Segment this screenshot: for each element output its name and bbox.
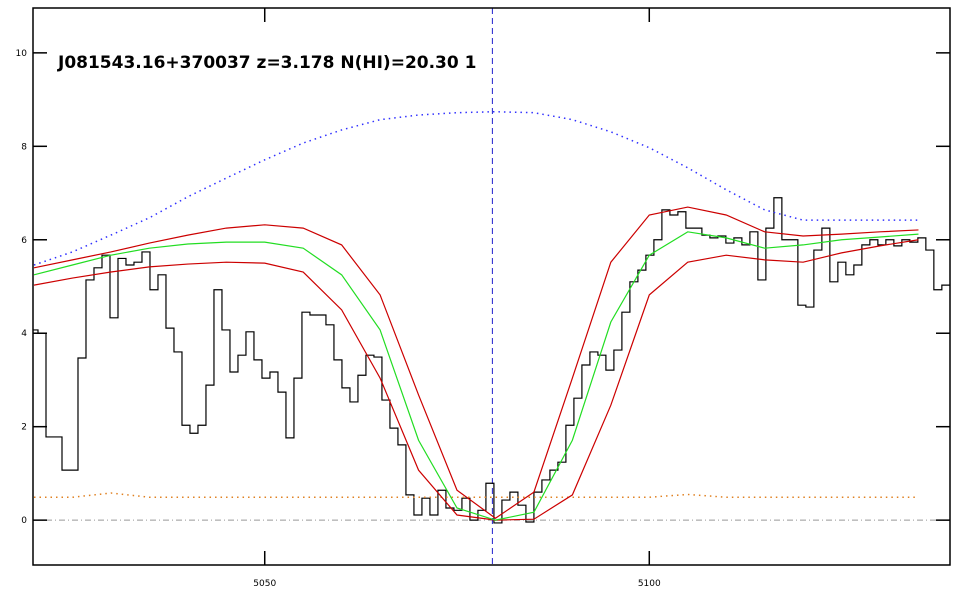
y-tick-label: 10	[16, 49, 28, 59]
series-fit	[33, 231, 919, 521]
plot-area	[33, 8, 950, 565]
y-tick-label: 0	[21, 516, 27, 526]
annotation: J081543.16+370037 z=3.178 N(HI)=20.30 1	[57, 53, 476, 73]
series-fit-upper	[33, 206, 919, 520]
y-tick-label: 8	[21, 142, 27, 152]
series-error	[34, 492, 919, 498]
series-flux	[33, 197, 950, 524]
plot-frame	[32, 7, 951, 566]
y-tick-label: 6	[21, 236, 27, 246]
y-tick-label: 4	[21, 329, 27, 339]
series-fit-lower	[33, 239, 919, 521]
y-tick-label: 2	[21, 423, 27, 433]
x-tick-label: 5100	[638, 579, 661, 589]
x-tick-label: 5050	[253, 579, 276, 589]
